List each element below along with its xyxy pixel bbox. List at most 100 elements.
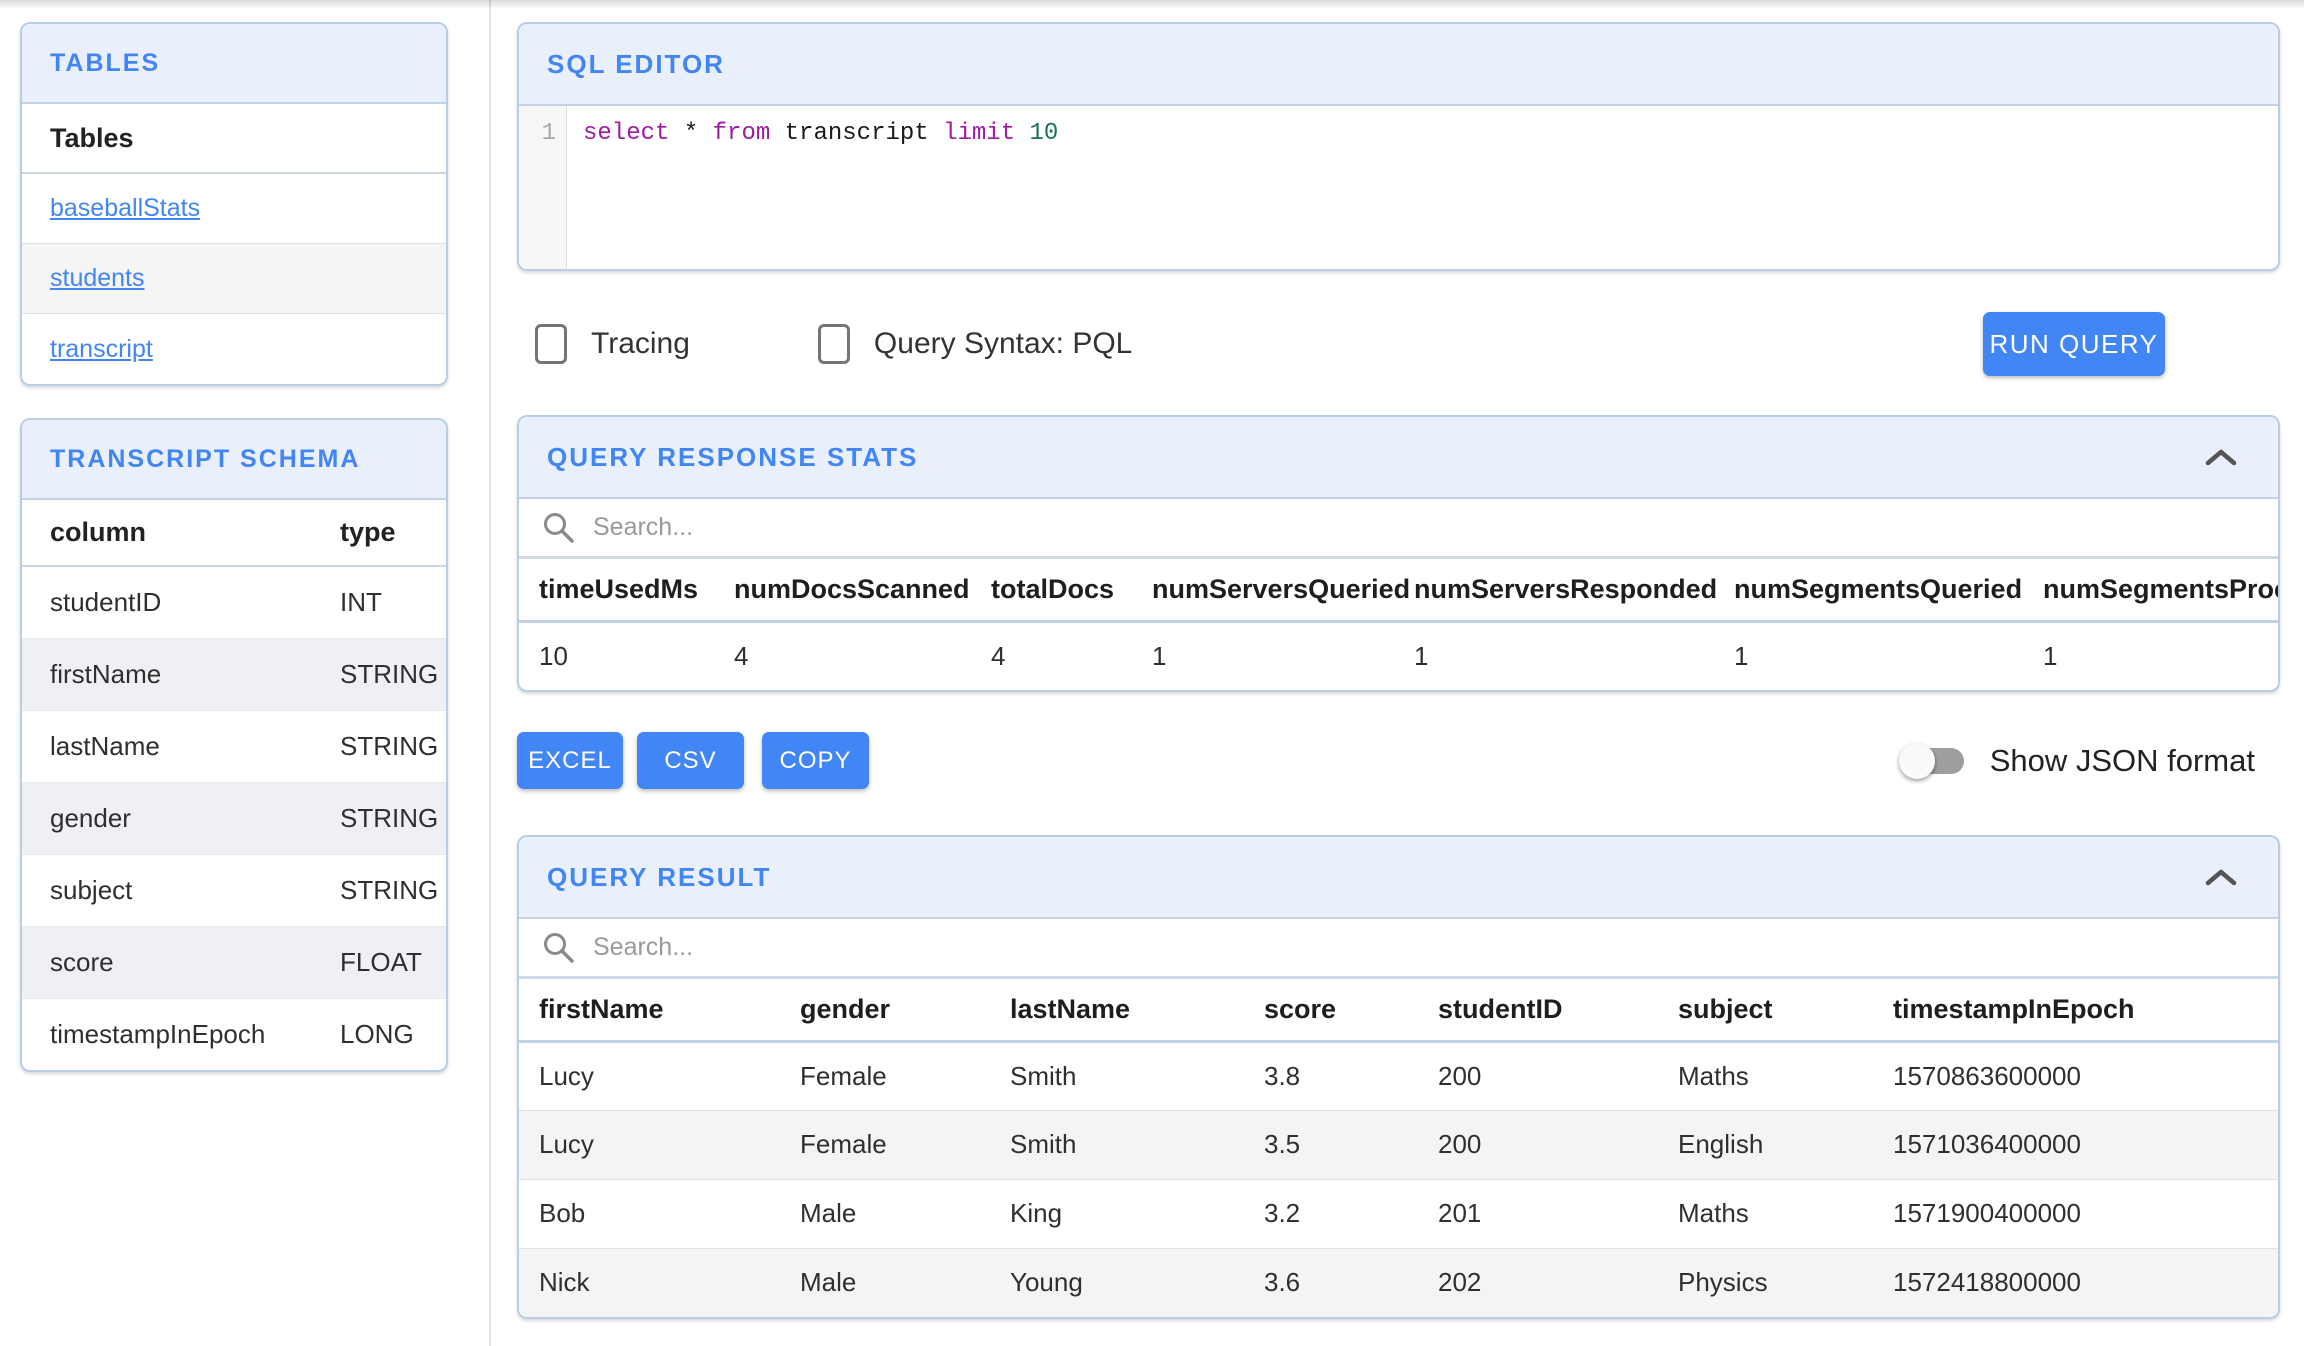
result-cell: Nick: [519, 1248, 780, 1317]
search-icon: [541, 930, 577, 966]
table-link-baseballstats[interactable]: baseballStats: [50, 194, 201, 222]
result-table: firstName gender lastName score studentI…: [519, 979, 2278, 1317]
excel-button[interactable]: EXCEL: [517, 732, 623, 789]
sql-editor-panel: SQL EDITOR 1 select * from transcript li…: [517, 22, 2280, 271]
table-link-transcript[interactable]: transcript: [50, 334, 153, 363]
schema-cell: lastName: [22, 710, 312, 783]
query-response-stats-panel: QUERY RESPONSE STATS timeUsedMs: [517, 415, 2280, 692]
csv-button[interactable]: CSV: [637, 732, 744, 789]
result-search-input[interactable]: [593, 933, 2256, 962]
result-cell: Lucy: [519, 1110, 780, 1180]
schema-panel-title: TRANSCRIPT SCHEMA: [50, 444, 361, 473]
tracing-checkbox-group: Tracing: [535, 324, 690, 364]
result-cell: 1570863600000: [1873, 1041, 2278, 1111]
stats-col-header: numServersQueried: [1132, 559, 1410, 623]
sql-number: 10: [1015, 120, 1059, 147]
stats-col-header: numDocsScanned: [714, 559, 971, 623]
table-row: studentID INT: [22, 566, 446, 639]
schema-cell: gender: [22, 782, 312, 855]
stats-table: timeUsedMs numDocsScanned totalDocs numS…: [519, 559, 2278, 690]
stats-col-header: totalDocs: [971, 559, 1132, 623]
result-cell: 3.5: [1244, 1110, 1418, 1180]
pql-checkbox-group: Query Syntax: PQL: [817, 324, 1132, 364]
table-row: Lucy Female Smith 3.5 200 English 157103…: [519, 1110, 2278, 1180]
export-row: EXCEL CSV COPY Show JSON format: [517, 732, 2280, 789]
stats-col-header: timeUsedMs: [519, 559, 714, 623]
result-cell: Male: [780, 1248, 990, 1317]
result-cell: Lucy: [519, 1041, 780, 1111]
result-cell: 200: [1418, 1110, 1658, 1180]
json-format-toggle[interactable]: [1898, 742, 1964, 779]
schema-cell: subject: [22, 854, 312, 927]
schema-cell: studentID: [22, 566, 312, 639]
result-cell: Smith: [990, 1110, 1244, 1180]
sql-keyword: limit: [943, 120, 1016, 147]
run-query-button[interactable]: RUN QUERY: [1983, 312, 2165, 376]
tracing-label: Tracing: [591, 327, 690, 360]
tables-panel-title: TABLES: [50, 48, 161, 77]
table-link-students[interactable]: students: [50, 264, 145, 292]
result-cell: Physics: [1658, 1248, 1873, 1317]
tables-panel: TABLES Tables baseballStats students tra…: [20, 22, 448, 386]
table-row: firstName STRING: [22, 638, 446, 711]
table-row: subject STRING: [22, 854, 446, 927]
stats-table-wrap: timeUsedMs numDocsScanned totalDocs numS…: [519, 559, 2278, 690]
table-row: timestampInEpoch LONG: [22, 998, 446, 1070]
result-cell: Female: [780, 1041, 990, 1111]
result-col-header: firstName: [519, 979, 780, 1043]
stats-cell: 4: [991, 640, 1006, 671]
main-content: SQL EDITOR 1 select * from transcript li…: [517, 22, 2280, 1319]
result-col-header: lastName: [990, 979, 1244, 1043]
transcript-schema-panel: TRANSCRIPT SCHEMA column type studentID …: [20, 418, 448, 1072]
stats-panel-header: QUERY RESPONSE STATS: [519, 417, 2278, 499]
result-col-header: timestampInEpoch: [1873, 979, 2278, 1043]
pql-checkbox[interactable]: [817, 324, 850, 364]
result-col-header: score: [1244, 979, 1418, 1043]
stats-cell: 4: [734, 640, 749, 671]
result-panel-title: QUERY RESULT: [547, 861, 772, 892]
result-cell: Young: [990, 1248, 1244, 1317]
schema-cell: LONG: [340, 1018, 414, 1049]
result-cell: 3.6: [1244, 1248, 1418, 1317]
list-item[interactable]: students: [22, 244, 446, 314]
result-cell: Bob: [519, 1179, 780, 1249]
schema-cell: STRING: [312, 710, 446, 783]
collapse-chevron-icon[interactable]: [2204, 447, 2238, 467]
sql-code-line[interactable]: select * from transcript limit 10: [567, 106, 1058, 269]
sql-editor-input[interactable]: 1 select * from transcript limit 10: [519, 106, 2278, 269]
schema-panel-header: TRANSCRIPT SCHEMA: [22, 420, 446, 500]
sql-text: *: [669, 120, 713, 147]
stats-header-row: timeUsedMs numDocsScanned totalDocs numS…: [519, 559, 2278, 623]
stats-col-header: numSegmentsProcessed: [2023, 559, 2278, 623]
schema-cell: firstName: [22, 638, 312, 711]
result-cell: 200: [1418, 1041, 1658, 1111]
stats-search-input[interactable]: [593, 513, 2256, 542]
schema-cell: timestampInEpoch: [50, 1018, 266, 1049]
result-panel-header: QUERY RESULT: [519, 837, 2278, 919]
query-controls-row: Tracing Query Syntax: PQL RUN QUERY: [517, 311, 2280, 377]
toggle-thumb: [1898, 742, 1935, 779]
stats-cell: 1: [1152, 640, 1167, 671]
tables-panel-header: TABLES: [22, 24, 446, 104]
table-row: lastName STRING: [22, 710, 446, 783]
stats-search-row: [519, 499, 2278, 559]
copy-button[interactable]: COPY: [762, 732, 869, 789]
result-col-header: subject: [1658, 979, 1873, 1043]
result-cell: Male: [780, 1179, 990, 1249]
sql-text: transcript: [770, 120, 944, 147]
json-format-label: Show JSON format: [1989, 742, 2255, 778]
result-cell: 3.8: [1244, 1041, 1418, 1111]
table-row: Bob Male King 3.2 201 Maths 157190040000…: [519, 1179, 2278, 1249]
list-item[interactable]: baseballStats: [22, 174, 446, 244]
sidebar: TABLES Tables baseballStats students tra…: [20, 22, 448, 1072]
result-table-wrap: firstName gender lastName score studentI…: [519, 979, 2278, 1317]
schema-cell: FLOAT: [312, 926, 446, 999]
result-cell: English: [1658, 1110, 1873, 1180]
list-item[interactable]: transcript: [22, 314, 446, 384]
stats-cell: 10: [539, 640, 568, 671]
collapse-chevron-icon[interactable]: [2204, 867, 2238, 887]
tracing-checkbox[interactable]: [535, 324, 567, 364]
stats-col-header: numSegmentsQueried: [1714, 559, 2023, 623]
tables-list-header: Tables: [22, 104, 446, 174]
stats-cell: 1: [1414, 640, 1429, 671]
